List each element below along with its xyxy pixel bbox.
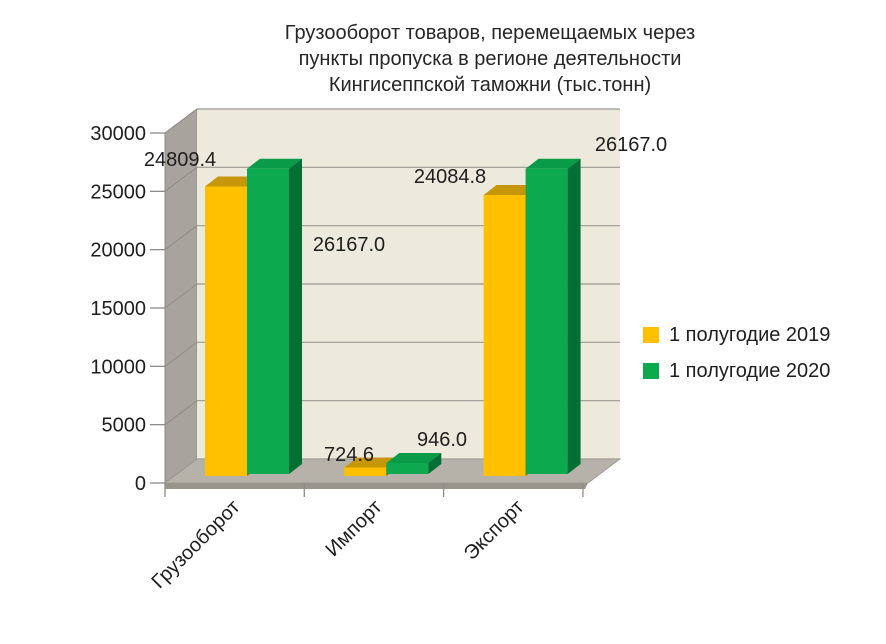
y-tick-label: 5000 [102,415,147,437]
bar-side [428,452,442,474]
value-label: 24084.8 [414,166,486,188]
bar-Экспорт-1 полугодие 2020 [525,158,581,475]
chart-title-line-2: пункты пропуска в регионе деятельности [298,48,682,70]
bar-front [483,195,526,476]
legend-item-2019: 1 полугодие 2019 [643,324,830,346]
bar-top [483,185,539,196]
y-tick-label: 10000 [90,356,146,378]
bar-front [247,168,289,475]
y-tick-label: 0 [135,473,146,495]
bar-Импорт-1 полугодие 2020 [386,452,442,474]
chart-title-line-3: Кингисеппской таможни (тыс.тонн) [328,74,652,96]
bar-top [247,158,302,169]
bar-side [567,158,581,475]
gridline-side [164,108,198,134]
bar-front [344,467,387,476]
floor-front-edge [165,483,588,489]
bar-front [525,168,568,475]
bar-side [289,158,302,475]
bar-Импорт-1 полугодие 2019 [344,457,400,476]
gridline-side [164,341,198,367]
value-label: 946.0 [417,429,467,451]
gridline-side [164,283,198,309]
gridline-side [164,225,198,251]
y-tick-label: 30000 [90,123,146,145]
legend-label-2019: 1 полугодие 2019 [669,323,831,346]
value-label: 724.6 [324,444,374,466]
value-label: 24809.4 [144,149,216,171]
legend: 1 полугодие 2019 1 полугодие 2020 [643,324,830,399]
category-label-Импорт: Импорт [322,496,387,561]
chart-title-line-1: Грузооборот товаров, перемещаемых через [284,22,696,44]
legend-swatch-2020 [643,363,659,379]
y-tick-label: 25000 [90,181,146,203]
category-label-Экспорт: Экспорт [460,496,529,565]
value-label: 26167.0 [595,134,667,156]
bar-Грузооборот-1 полугодие 2020 [247,158,302,475]
y-tick-label: 15000 [90,298,146,320]
bar-front [386,462,429,474]
bar-top [386,452,442,463]
gridline-side [164,400,198,426]
y-tick-label: 20000 [90,240,146,262]
bar-top [525,158,581,169]
legend-swatch-2019 [643,327,659,343]
value-label: 26167.0 [313,234,385,256]
category-label-Грузооборот: Грузооборот [147,496,244,593]
bar-front [205,186,247,476]
legend-label-2020: 1 полугодие 2020 [669,359,831,382]
bar-top [344,457,400,468]
bar-top [205,176,260,187]
legend-item-2020: 1 полугодие 2020 [643,360,830,382]
gridline-side [164,166,198,192]
chart-title: Грузооборот товаров, перемещаемых через … [220,20,760,98]
